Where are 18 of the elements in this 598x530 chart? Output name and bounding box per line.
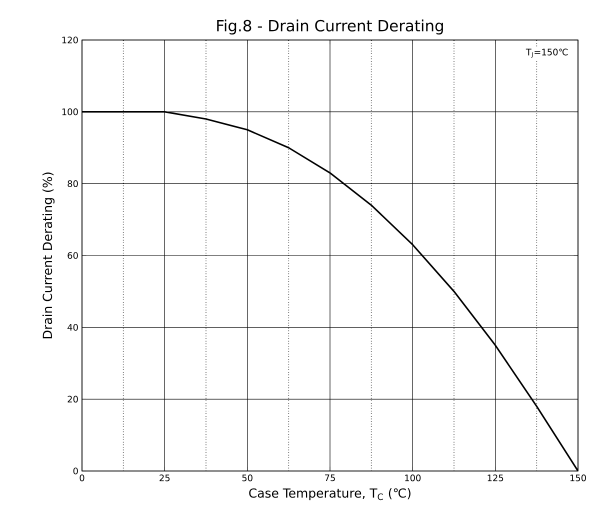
annotation: T$_{J}$=150℃ xyxy=(526,48,568,58)
x-tick-label: 50 xyxy=(242,474,252,482)
y-tick-label: 0 xyxy=(73,468,78,474)
y-tick-label: 40 xyxy=(68,324,78,331)
x-tick-label: 75 xyxy=(325,474,335,482)
x-tick-label: 0 xyxy=(80,474,84,482)
x-tick-label: 150 xyxy=(570,474,586,482)
x-tick-label: 25 xyxy=(160,474,170,482)
x-tick-label: 100 xyxy=(405,474,421,482)
y-tick-label: 60 xyxy=(68,252,78,259)
y-tick-label: 80 xyxy=(68,180,78,188)
y-tick-label: 20 xyxy=(68,396,78,403)
chart-title: Fig.8 - Drain Current Derating xyxy=(217,20,443,35)
y-axis-title: Drain Current Derating (%) xyxy=(42,172,55,338)
x-axis-title: Case Temperature, T$_{C}$ (℃) xyxy=(249,488,410,500)
x-tick-label: 125 xyxy=(488,474,504,482)
y-tick-label: 100 xyxy=(62,108,78,116)
y-tick-label: 120 xyxy=(62,36,78,44)
